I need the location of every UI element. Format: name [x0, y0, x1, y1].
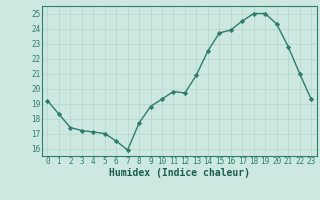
X-axis label: Humidex (Indice chaleur): Humidex (Indice chaleur) — [109, 168, 250, 178]
